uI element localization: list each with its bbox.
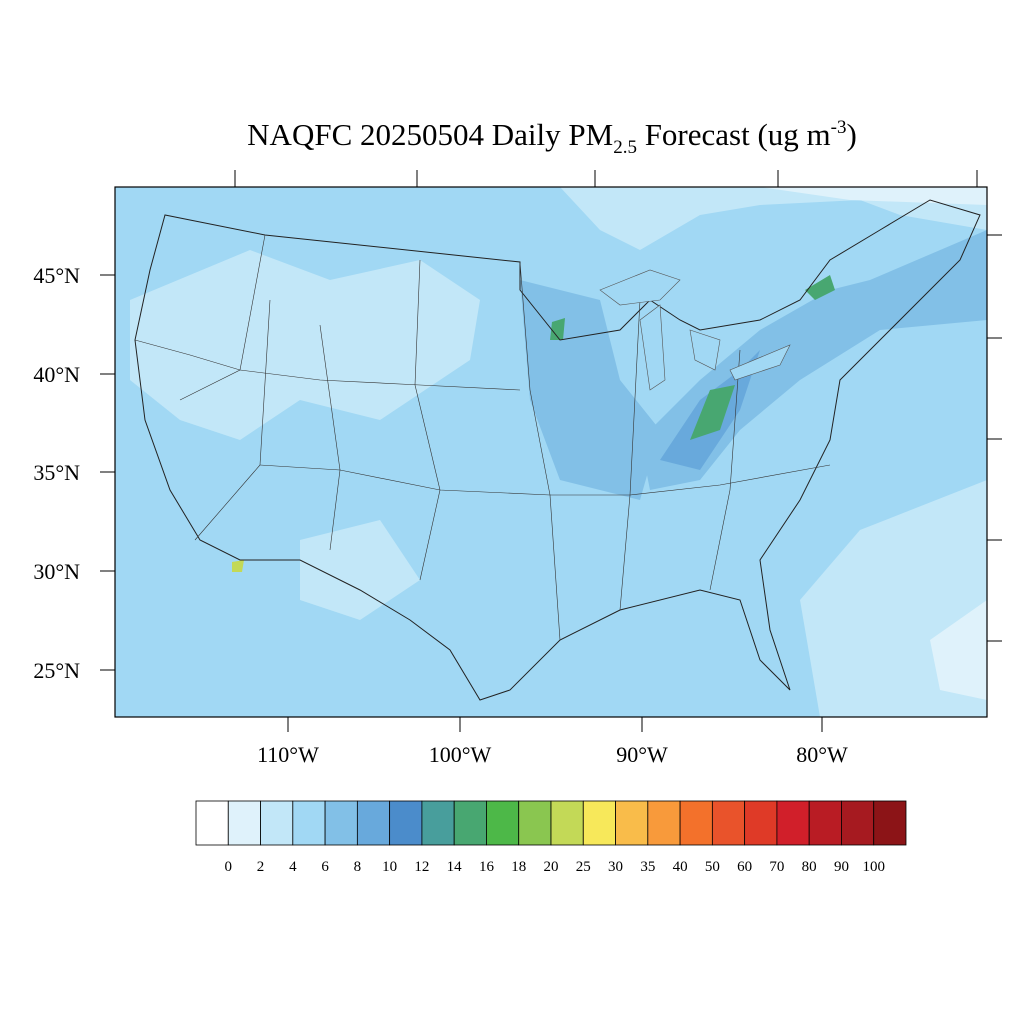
colorbar-box (582, 800, 616, 846)
map-frame (114, 186, 988, 718)
state-borders (134, 234, 831, 641)
colorbar-label: 12 (414, 859, 429, 875)
colorbar-label: 25 (576, 859, 591, 875)
colorbar-label: 80 (802, 859, 817, 875)
colorbar-label: 40 (673, 859, 688, 875)
colorbar-box (260, 800, 294, 846)
colorbar-box (421, 800, 455, 846)
colorbar-box (744, 800, 778, 846)
latitude-label: 40°N (33, 362, 80, 387)
colorbar-label: 8 (354, 859, 362, 875)
colorbar-box (389, 800, 423, 846)
colorbar-label: 50 (705, 859, 720, 875)
longitude-label: 100°W (429, 742, 492, 767)
colorbar-label: 2 (257, 859, 265, 875)
title-main: NAQFC 20250504 Daily PM (247, 117, 613, 152)
latitude-label: 25°N (33, 658, 80, 683)
colorbar-box (195, 800, 229, 846)
field-lowest (930, 600, 987, 700)
colorbar-box (711, 800, 746, 846)
field-low (300, 520, 420, 620)
colorbar-box (486, 800, 520, 846)
latitude-label: 30°N (33, 559, 80, 584)
great-lakes (599, 269, 791, 391)
coastline (134, 199, 981, 701)
title: NAQFC 20250504 Daily PM2.5 Forecast (ug … (247, 117, 857, 158)
field-peak (805, 275, 835, 300)
colorbar-box (679, 800, 713, 846)
latitude-label: 45°N (33, 263, 80, 288)
field-peak (550, 318, 565, 340)
colorbar-box (873, 800, 907, 846)
field-low (560, 187, 987, 250)
field-low (130, 250, 480, 440)
colorbar-box (550, 800, 584, 846)
colorbar-box (647, 800, 681, 846)
field-peak (690, 385, 735, 440)
colorbar-box (453, 800, 487, 846)
longitude-label: 90°W (616, 742, 668, 767)
colorbar-label: 18 (511, 859, 526, 875)
title-after: Forecast (ug m (637, 117, 831, 152)
colorbar-box (227, 800, 261, 846)
colorbar-label: 0 (225, 859, 233, 875)
longitude-label: 110°W (257, 742, 319, 767)
colorbar-label: 14 (447, 859, 463, 875)
colorbar-label: 90 (834, 859, 849, 875)
colorbar-label: 70 (769, 859, 784, 875)
colorbar-box (518, 800, 552, 846)
colorbar-box (808, 800, 842, 846)
colorbar-label: 60 (737, 859, 752, 875)
longitude-label: 80°W (796, 742, 848, 767)
colorbar-box (292, 800, 326, 846)
title-subscript: 2.5 (613, 137, 637, 158)
colorbar-box (324, 800, 358, 846)
title-close: ) (846, 117, 856, 152)
colorbar-label: 4 (289, 859, 297, 875)
map (115, 187, 987, 717)
title-superscript: -3 (831, 117, 847, 138)
colorbar-label: 20 (544, 859, 559, 875)
field-peak (232, 560, 244, 572)
colorbar-label: 35 (640, 859, 655, 875)
colorbar-label: 100 (862, 859, 885, 875)
colorbar-box (841, 800, 875, 846)
colorbar-label: 10 (382, 859, 397, 875)
colorbar-label: 30 (608, 859, 623, 875)
colorbar-box (356, 800, 391, 846)
latitude-label: 35°N (33, 460, 80, 485)
colorbar-box (615, 800, 649, 846)
colorbar-box (776, 800, 810, 846)
colorbar-label: 16 (479, 859, 495, 875)
colorbar-label: 6 (321, 859, 329, 875)
